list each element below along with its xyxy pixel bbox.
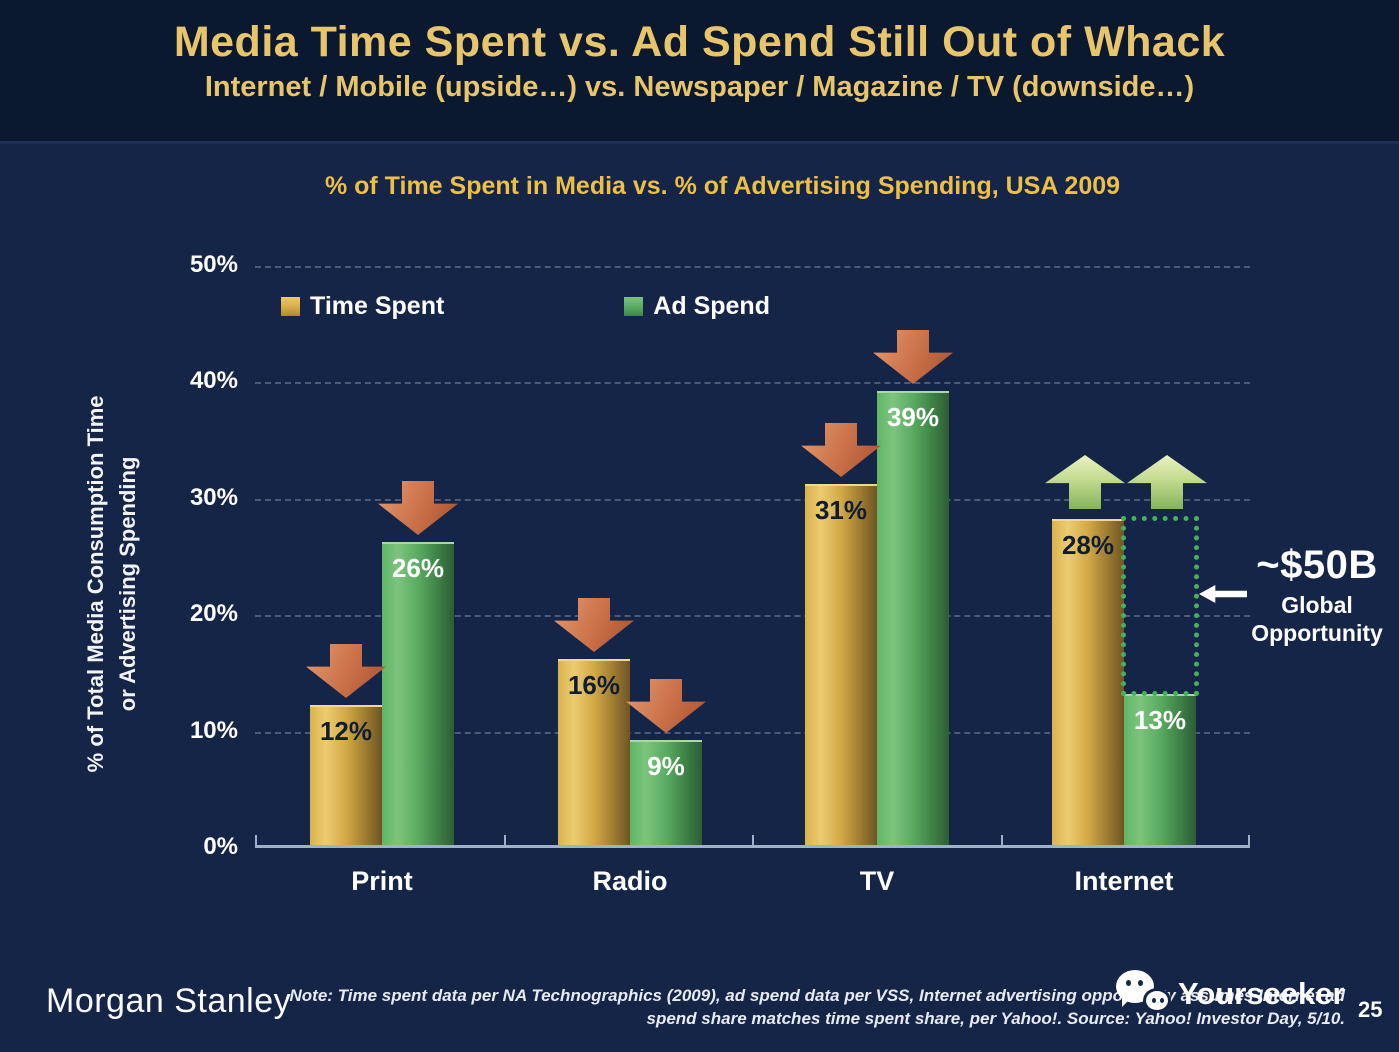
legend-label: Ad Spend bbox=[653, 292, 770, 320]
y-tick-label: 40% bbox=[189, 367, 238, 394]
axis-tick bbox=[504, 835, 506, 845]
y-tick-label: 0% bbox=[203, 833, 238, 860]
bar-value-label: 13% bbox=[1133, 705, 1187, 735]
x-category-label: Radio bbox=[592, 866, 668, 896]
bar-value-label: 16% bbox=[567, 670, 621, 700]
axis-tick bbox=[255, 835, 257, 845]
opportunity-dotted-box bbox=[1121, 516, 1199, 696]
source-note-line2: spend share matches time spent share, pe… bbox=[646, 1009, 1346, 1028]
opportunity-annotation: ~$50B Global Opportunity bbox=[1238, 543, 1396, 647]
gridline-40 bbox=[255, 382, 1250, 384]
chart-title: % of Time Spent in Media vs. % of Advert… bbox=[324, 172, 1121, 200]
wechat-icon bbox=[1116, 966, 1174, 1022]
bar-value-label: 26% bbox=[391, 553, 445, 583]
y-tick-label: 20% bbox=[189, 600, 238, 627]
watermark-text: Yourseeker bbox=[1178, 976, 1345, 1011]
y-tick-label: 30% bbox=[189, 484, 238, 511]
page-header: Media Time Spent vs. Ad Spend Still Out … bbox=[0, 0, 1399, 144]
bar-value-label: 9% bbox=[647, 751, 685, 781]
bar-radio-ad-spend: 9% bbox=[630, 740, 702, 845]
source-note: Note: Time spent data per NA Technograph… bbox=[285, 984, 1346, 1030]
legend-item-ad-spend: Ad Spend bbox=[624, 292, 770, 321]
bar-value-label: 28% bbox=[1061, 530, 1115, 560]
axis-tick bbox=[1001, 835, 1003, 845]
y-tick-label: 50% bbox=[189, 251, 238, 278]
watermark: Yourseeker bbox=[1116, 966, 1345, 1022]
y-tick-label: 10% bbox=[189, 717, 238, 744]
morgan-stanley-logo: Morgan Stanley bbox=[46, 982, 292, 1020]
page-title: Media Time Spent vs. Ad Spend Still Out … bbox=[173, 18, 1226, 66]
legend-label: Time Spent bbox=[310, 292, 445, 320]
bar-internet-ad-spend: 13% bbox=[1124, 694, 1196, 845]
bar-value-label: 12% bbox=[319, 716, 373, 746]
down-arrow-icon bbox=[801, 423, 881, 477]
gridline-10 bbox=[255, 732, 1250, 734]
legend-swatch-green bbox=[624, 297, 644, 316]
gridline-20 bbox=[255, 615, 1250, 617]
bar-radio-time-spent: 16% bbox=[558, 659, 630, 845]
axis-tick bbox=[752, 835, 754, 845]
bar-tv-time-spent: 31% bbox=[805, 484, 877, 845]
down-arrow-icon bbox=[306, 644, 386, 698]
annotation-value: ~$50B bbox=[1256, 543, 1378, 587]
gridline-30 bbox=[255, 499, 1250, 501]
bar-value-label: 31% bbox=[814, 495, 868, 525]
bar-tv-ad-spend: 39% bbox=[877, 391, 949, 845]
source-note-line1: Note: Time spent data per NA Technograph… bbox=[289, 986, 1346, 1005]
down-arrow-icon bbox=[554, 598, 634, 652]
annotation-label: Global Opportunity bbox=[1251, 592, 1383, 646]
gridline-50 bbox=[255, 266, 1250, 268]
bar-print-time-spent: 12% bbox=[310, 705, 382, 845]
down-arrow-icon bbox=[873, 330, 953, 384]
x-category-label: Internet bbox=[1074, 866, 1174, 896]
legend-item-time-spent: Time Spent bbox=[281, 292, 444, 321]
down-arrow-icon bbox=[378, 481, 458, 535]
x-category-label: Print bbox=[351, 866, 413, 896]
bar-value-label: 39% bbox=[886, 402, 940, 432]
bar-print-ad-spend: 26% bbox=[382, 542, 454, 845]
legend-swatch-gold bbox=[281, 297, 300, 316]
page-number: 25 bbox=[1358, 997, 1383, 1022]
page-subtitle: Internet / Mobile (upside…) vs. Newspape… bbox=[204, 71, 1195, 103]
x-category-label: TV bbox=[859, 866, 895, 896]
chart-legend: Time Spent Ad Spend bbox=[281, 292, 770, 321]
plot-area: 12% 26% 16% 9% 31% 39% 28% 13% bbox=[255, 266, 1250, 848]
bar-internet-time-spent: 28% bbox=[1052, 519, 1124, 845]
axis-tick bbox=[1248, 835, 1250, 845]
down-arrow-icon bbox=[626, 679, 706, 733]
